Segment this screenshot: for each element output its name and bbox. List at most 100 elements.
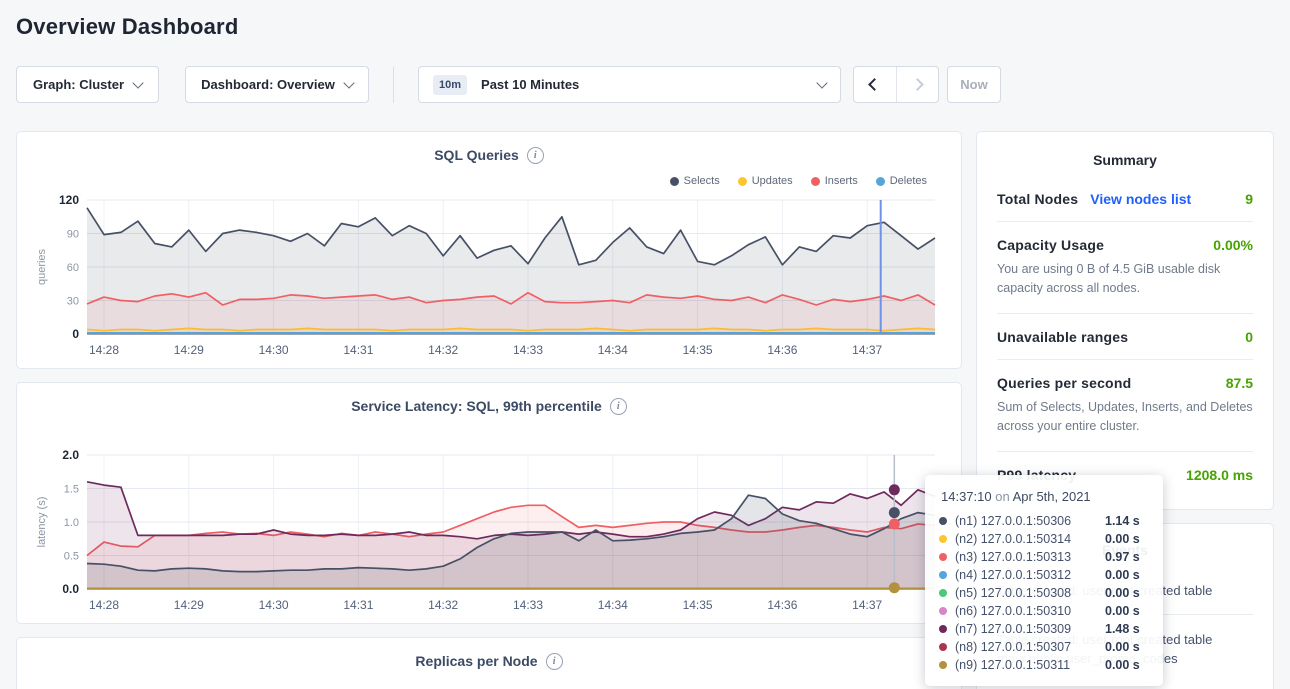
dashboard-dropdown[interactable]: Dashboard: Overview [185,66,369,103]
next-time-button[interactable] [896,67,939,102]
chart-title: Replicas per Node [415,653,537,669]
summary-title: Summary [997,152,1253,168]
metric-subtext: Sum of Selects, Updates, Inserts, and De… [997,398,1253,437]
legend-item[interactable]: Inserts [811,174,858,188]
summary-panel: Summary Total Nodes View nodes list 9 Capac… [976,131,1274,510]
legend-label: Deletes [890,175,927,187]
node-color-dot-icon [939,589,947,597]
legend-item[interactable]: Deletes [876,174,927,188]
svg-text:queries: queries [36,248,48,285]
svg-text:14:30: 14:30 [259,343,289,357]
tooltip-node-row: (n2) 127.0.0.1:50314 0.00 s [939,530,1149,548]
svg-text:2.0: 2.0 [62,448,79,462]
svg-text:14:37: 14:37 [852,343,882,357]
chevron-down-icon [132,77,143,88]
svg-text:14:28: 14:28 [89,598,119,612]
view-nodes-list-link[interactable]: View nodes list [1090,191,1191,207]
node-latency-value: 0.97 s [1105,550,1140,564]
node-color-dot-icon [939,553,947,561]
svg-text:14:33: 14:33 [513,598,543,612]
summary-metric-row: Total Nodes View nodes list 9 [997,176,1253,222]
node-address: (n8) 127.0.0.1:50307 [955,640,1097,654]
metric-label: Total Nodes [997,191,1078,207]
chart-title-row: Replicas per Node i [29,652,949,670]
tooltip-node-row: (n6) 127.0.0.1:50310 0.00 s [939,602,1149,620]
node-color-dot-icon [939,571,947,579]
metric-value: 9 [1245,191,1253,207]
sql-queries-chart[interactable]: 14:2814:2914:3014:3114:3214:3314:3414:35… [29,190,949,358]
svg-text:0: 0 [72,327,79,341]
svg-text:latency (s): latency (s) [36,497,48,548]
svg-text:14:29: 14:29 [174,598,204,612]
summary-metric-row: Capacity Usage0.00%You are using 0 B of … [997,222,1253,314]
chart-title-row: SQL Queries i [29,146,949,164]
node-color-dot-icon [939,607,947,615]
svg-text:14:31: 14:31 [343,598,373,612]
node-latency-value: 0.00 s [1105,658,1140,672]
legend-label: Updates [752,175,793,187]
time-step-buttons [853,66,939,103]
metric-value: 87.5 [1226,375,1253,391]
chart-plot[interactable]: 14:2814:2914:3014:3114:3214:3314:3414:35… [29,190,951,358]
svg-text:14:28: 14:28 [89,343,119,357]
node-address: (n6) 127.0.0.1:50310 [955,604,1097,618]
svg-text:14:30: 14:30 [259,598,289,612]
svg-text:60: 60 [67,262,79,274]
chart-title: Service Latency: SQL, 99th percentile [351,398,602,414]
tooltip-rows: (n1) 127.0.0.1:50306 1.14 s (n2) 127.0.0.1… [939,512,1149,674]
summary-metric-row: Unavailable ranges 0 [997,314,1253,360]
svg-text:1.5: 1.5 [64,484,79,496]
overview-dashboard-page: Overview Dashboard Graph: Cluster Dashbo… [0,0,1290,689]
info-icon[interactable]: i [546,653,563,670]
legend-dot-icon [876,177,885,186]
chart-title-row: Service Latency: SQL, 99th percentile i [29,397,949,415]
tooltip-node-row: (n4) 127.0.0.1:503120.00 s [939,566,1149,584]
legend-dot-icon [670,177,679,186]
now-button[interactable]: Now [947,66,1001,103]
node-color-dot-icon [939,643,947,651]
info-icon[interactable]: i [527,147,544,164]
chart-legend: Selects Updates Inserts Deletes [29,174,927,188]
svg-text:30: 30 [67,296,79,308]
node-latency-value: 0.00 s [1105,532,1140,546]
sql-queries-chart-card: SQL Queries i Selects Updates Inserts Delet… [16,131,962,369]
svg-text:90: 90 [67,229,79,241]
metric-subtext: You are using 0 B of 4.5 GiB usable disk… [997,260,1253,299]
service-latency-chart-card: Service Latency: SQL, 99th percentile i … [16,382,962,624]
chart-plot[interactable]: 14:2814:2914:3014:3114:3214:3314:3414:35… [29,445,951,613]
node-color-dot-icon [939,661,947,669]
node-address: (n4) 127.0.0.1:50312 [955,568,1097,582]
info-icon[interactable]: i [610,398,627,415]
tooltip-sep: on [995,489,1009,504]
legend-item[interactable]: Updates [738,174,793,188]
node-address: (n9) 127.0.0.1:50311 [955,658,1097,672]
now-button-label: Now [960,77,987,92]
prev-time-button[interactable] [854,67,896,102]
graph-dropdown[interactable]: Graph: Cluster [16,66,159,103]
svg-text:120: 120 [59,193,79,207]
chevron-down-icon [816,77,827,88]
node-latency-value: 1.14 s [1105,514,1140,528]
node-latency-value: 0.00 s [1105,604,1140,618]
node-address: (n1) 127.0.0.1:50306 [955,514,1097,528]
svg-text:14:35: 14:35 [683,343,713,357]
summary-metrics: Total Nodes View nodes list 9 Capacity Usag… [997,176,1253,497]
svg-text:14:34: 14:34 [598,343,628,357]
svg-text:14:34: 14:34 [598,598,628,612]
legend-item[interactable]: Selects [670,174,720,188]
svg-text:0.5: 0.5 [64,551,79,563]
node-color-dot-icon [939,625,947,633]
time-range-dropdown[interactable]: 10m Past 10 Minutes [418,66,841,103]
node-color-dot-icon [939,517,947,525]
legend-label: Inserts [825,175,858,187]
service-latency-chart[interactable]: 14:2814:2914:3014:3114:3214:3314:3414:35… [29,445,949,613]
node-address: (n2) 127.0.0.1:50314 [955,532,1097,546]
legend-dot-icon [811,177,820,186]
page-title: Overview Dashboard [0,0,1290,40]
tooltip-date: Apr 5th, 2021 [1013,489,1091,504]
metric-value: 0 [1245,329,1253,345]
node-address: (n3) 127.0.0.1:50313 [955,550,1097,564]
metric-label: Unavailable ranges [997,329,1128,345]
svg-text:14:32: 14:32 [428,343,458,357]
svg-text:14:33: 14:33 [513,343,543,357]
